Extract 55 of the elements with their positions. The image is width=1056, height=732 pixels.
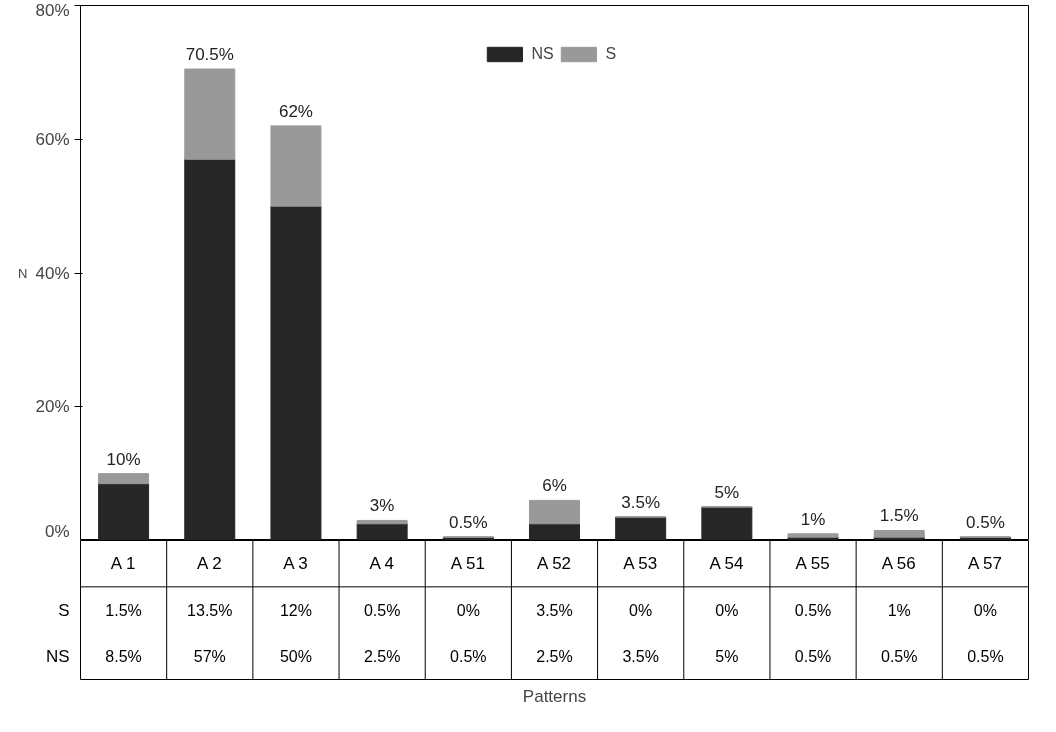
text: NS [45, 646, 70, 666]
total-label: 70.5% [185, 45, 234, 65]
data-label: 5% [715, 647, 739, 665]
x-tick-label: A 53 [623, 554, 658, 574]
x-tick-label: A 52 [537, 554, 572, 574]
total-label: 3.5% [621, 493, 661, 513]
legend-label: NS [531, 45, 554, 63]
data-label: 0% [456, 601, 480, 619]
y-tick-label: 0% [44, 521, 70, 541]
text: S [58, 600, 70, 620]
y-tick-label: 40% [35, 263, 70, 283]
data-label: 0.5% [880, 647, 918, 665]
total-label: 0.5% [966, 513, 1005, 533]
x-tick-label: A 55 [795, 554, 830, 574]
text: Patterns [522, 686, 587, 706]
x-tick-label: A 56 [881, 554, 916, 574]
data-label: 0% [973, 601, 997, 619]
data-label: 0.5% [967, 647, 1004, 665]
data-label: 8.5% [105, 647, 142, 665]
total-label: 0.5% [448, 513, 488, 533]
y-axis-title: N [18, 265, 28, 281]
data-label: 12% [279, 601, 312, 619]
total-label: 10% [106, 449, 141, 469]
x-tick-label: A 57 [967, 554, 1002, 574]
total-label: 5% [714, 483, 740, 503]
x-tick-label: A 1 [110, 554, 136, 574]
data-label: 3.5% [536, 601, 573, 619]
x-tick-label: A 51 [450, 554, 485, 574]
data-label: 0.5% [450, 647, 487, 665]
data-label: 2.5% [363, 647, 401, 665]
x-tick-label: A 54 [709, 554, 744, 574]
legend-label: S [605, 45, 618, 63]
data-label: 2.5% [536, 647, 573, 665]
y-tick-label: 80% [35, 0, 70, 20]
data-label: 3.5% [622, 647, 659, 665]
total-label: 1% [800, 509, 826, 529]
data-label: 1.5% [105, 601, 142, 619]
data-label: 0% [715, 601, 739, 619]
data-label: 0.5% [794, 601, 832, 619]
x-tick-label: A 2 [197, 554, 222, 574]
data-label: 50% [279, 647, 312, 665]
data-label: 1% [887, 601, 911, 619]
total-label: 3% [369, 496, 395, 516]
y-tick-label: 20% [35, 397, 70, 417]
data-label: 0% [629, 601, 653, 619]
data-label: 13.5% [187, 601, 233, 619]
y-tick-label: 60% [35, 129, 70, 149]
x-tick-label: A 3 [283, 554, 308, 574]
data-label: 0.5% [794, 647, 832, 665]
x-tick-label: A 4 [369, 554, 394, 574]
total-label: 62% [278, 101, 313, 121]
data-label: 0.5% [363, 601, 401, 619]
total-label: 1.5% [879, 506, 919, 526]
total-label: 6% [542, 476, 567, 496]
data-label: 57% [193, 647, 226, 665]
